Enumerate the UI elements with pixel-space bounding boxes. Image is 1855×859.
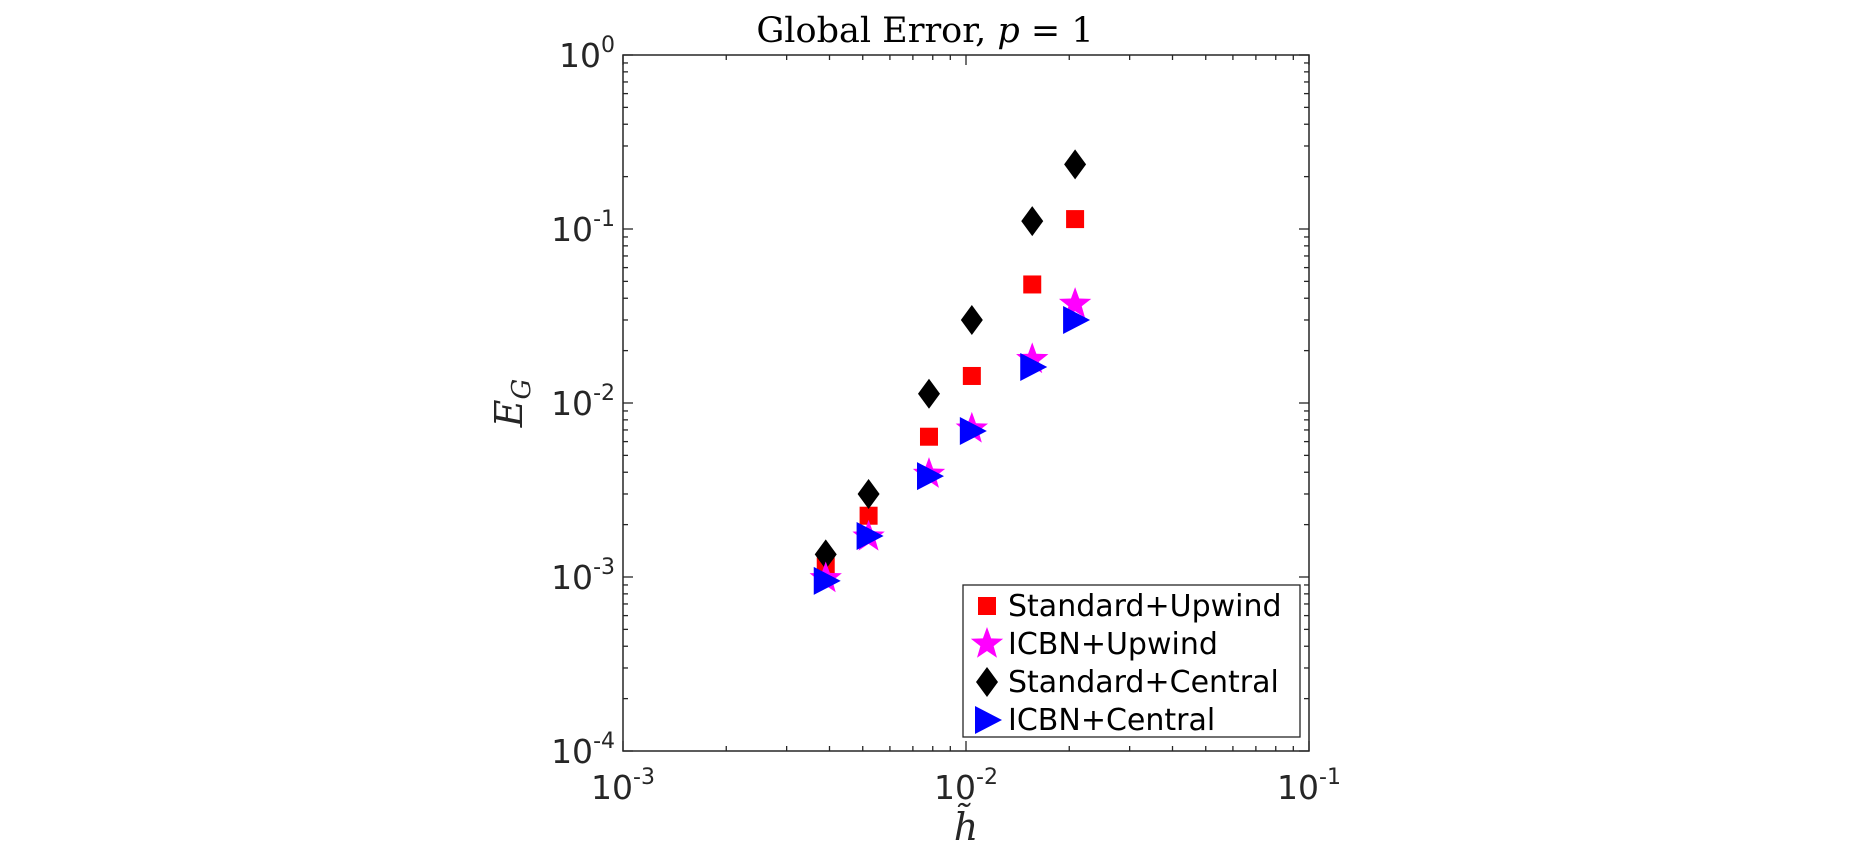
y-tick-label: 100 [559,33,615,75]
legend-marker [970,627,1004,658]
x-tick-label: 10-2 [934,765,998,807]
legend-entry: ICBN+Central [1008,703,1215,738]
data-point-icbn-central [916,462,944,491]
chart-title: Global Error, p = 1 [756,11,1093,51]
data-point-standard-central [960,304,983,335]
x-tick-label: 10-3 [591,765,655,807]
data-point-standard-central [814,539,837,570]
data-point-standard-central [1021,206,1044,237]
data-point-icbn-upwind [1016,342,1049,374]
y-tick-label: 10-2 [551,381,615,423]
data-point-icbn-central [959,417,987,446]
data-point-standard-central [917,378,940,409]
legend-marker [978,597,996,615]
legend-box [962,584,1301,738]
legend-entry: Standard+Central [1008,665,1279,700]
data-point-standard-upwind [859,506,878,525]
data-point-standard-upwind [1023,275,1042,294]
y-tick-label: 10-4 [551,729,615,771]
legend-entry: ICBN+Upwind [1008,627,1218,662]
data-marks [809,149,1092,595]
data-point-icbn-central [1020,353,1048,382]
y-tick-label: 10-1 [551,207,615,249]
data-point-standard-upwind [1066,210,1085,229]
data-point-icbn-central [813,566,841,595]
y-axis-label: EG [487,379,537,429]
x-axis-label: h̃ [954,804,978,849]
x-tick-label: 10-1 [1277,765,1341,807]
data-point-standard-central [857,478,880,509]
legend-marker [976,667,998,697]
data-point-standard-central [1064,149,1087,180]
legend-entry: Standard+Upwind [1008,589,1282,624]
data-point-icbn-central [856,522,884,551]
data-point-icbn-central [1063,305,1091,334]
data-point-icbn-upwind [1058,287,1092,318]
legend: Standard+UpwindICBN+UpwindStandard+Centr… [962,584,1301,738]
data-point-standard-upwind [962,366,981,385]
legend-marker [975,706,1002,734]
data-point-standard-upwind [919,427,938,446]
axis-ticks [622,54,1310,752]
y-tick-label: 10-3 [551,555,615,597]
